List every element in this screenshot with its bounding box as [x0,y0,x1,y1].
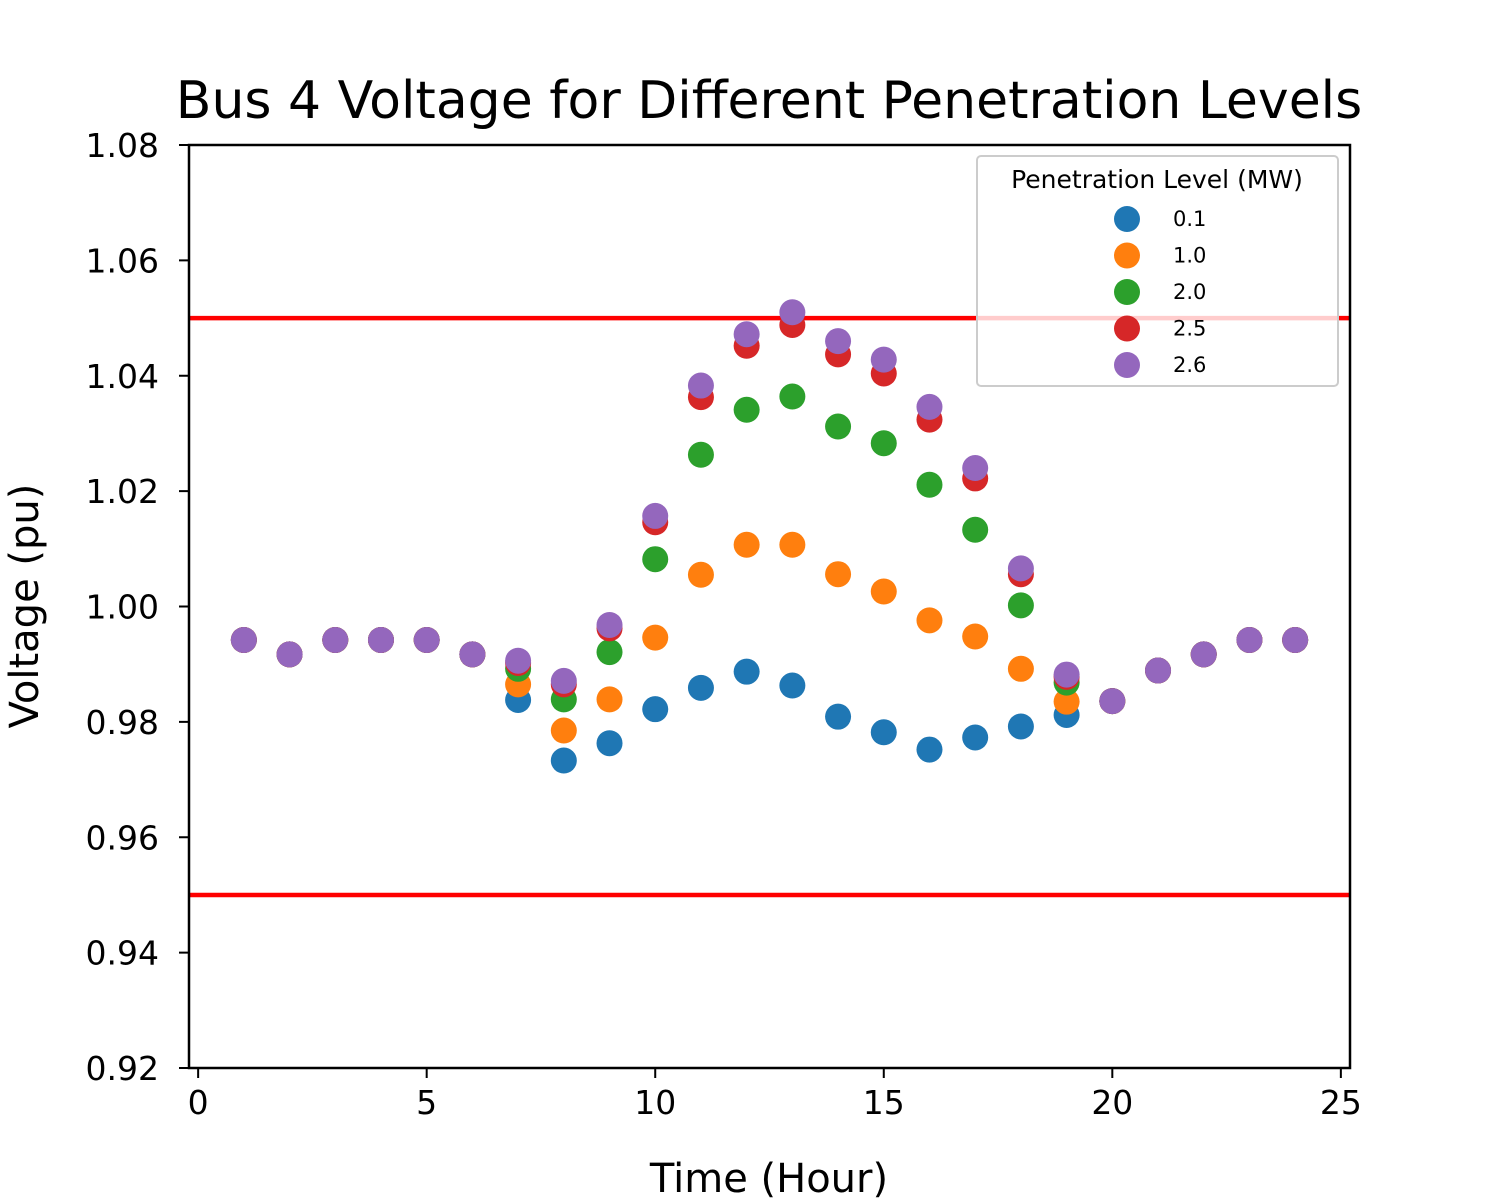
data-point-2-6-mw [276,641,303,668]
y-tick-label: 0.98 [86,703,159,742]
x-axis-label: Time (Hour) [649,1156,888,1200]
data-point-0-1-mw [870,719,897,746]
data-point-2-6-mw [505,647,532,674]
data-point-2-6-mw [870,346,897,373]
data-point-2-6-mw [459,641,486,668]
data-point-2-0-mw [733,396,760,423]
data-point-0-1-mw [916,736,943,763]
chart-title: Bus 4 Voltage for Different Penetration … [176,71,1362,131]
data-point-2-6-mw [596,611,623,638]
y-tick-label: 1.04 [86,357,159,396]
data-point-2-6-mw [413,626,440,653]
y-tick-label: 1.08 [86,126,159,165]
data-point-0-1-mw [779,672,806,699]
x-tick-label: 25 [1320,1083,1362,1122]
legend-label-2-0: 2.0 [1173,280,1206,304]
data-point-1-0-mw [642,624,669,651]
x-tick-label: 5 [416,1083,437,1122]
y-tick-label: 1.02 [86,472,159,511]
legend-title: Penetration Level (MW) [1011,165,1303,194]
data-point-1-0-mw [825,561,852,588]
data-point-2-6-mw [1007,555,1034,582]
y-tick-label: 0.94 [86,934,159,973]
data-point-2-0-mw [1007,592,1034,619]
data-point-2-0-mw [962,516,989,543]
data-point-1-0-mw [687,561,714,588]
data-point-0-1-mw [687,674,714,701]
plot-area [189,299,1350,898]
x-tick-label: 15 [863,1083,905,1122]
data-point-2-6-mw [367,626,394,653]
data-point-2-0-mw [916,471,943,498]
data-point-2-6-mw [1145,657,1172,684]
legend-marker-2-5 [1114,315,1140,342]
y-tick-label: 0.92 [86,1049,159,1088]
data-point-2-6-mw [1282,626,1309,653]
y-tick-label: 1.06 [86,241,159,280]
data-point-2-6-mw [642,502,669,529]
legend-marker-1-0 [1114,242,1140,269]
legend-frame [976,155,1339,387]
data-point-2-0-mw [870,430,897,457]
data-point-2-6-mw [962,455,989,482]
legend-marker-0-1 [1114,206,1140,232]
legend-marker-2-0 [1114,279,1140,305]
data-point-0-1-mw [825,703,852,730]
data-point-2-0-mw [642,546,669,573]
legend-marker-2-6 [1114,352,1140,378]
data-point-2-6-mw [322,626,349,653]
y-axis-label: Voltage (pu) [2,484,48,729]
data-point-1-0-mw [870,578,897,605]
data-point-1-0-mw [962,623,989,650]
y-axis: 0.92 0.94 0.96 0.98 1.00 1.02 1.04 1.06 1.08 [86,126,189,1088]
legend-label-2-5: 2.5 [1173,317,1206,341]
data-point-1-0-mw [916,607,943,634]
x-axis: 0 5 10 15 20 25 [188,1068,1362,1122]
data-point-2-6-mw [916,393,943,420]
data-point-2-6-mw [1236,626,1263,653]
x-tick-label: 10 [634,1083,676,1122]
legend-label-0-1: 0.1 [1173,207,1206,231]
data-point-2-6-mw [825,328,852,355]
x-tick-label: 20 [1091,1083,1133,1122]
legend-label-1-0: 1.0 [1173,244,1206,268]
y-tick-label: 1.00 [86,588,159,627]
data-point-0-1-mw [550,747,577,774]
y-tick-label: 0.96 [86,818,159,857]
data-point-1-0-mw [1053,688,1080,715]
data-point-0-1-mw [642,696,669,723]
data-point-2-0-mw [687,441,714,468]
data-point-0-1-mw [1007,713,1034,740]
data-point-2-6-mw [230,626,257,653]
data-point-0-1-mw [733,658,760,685]
data-point-2-6-mw [1053,661,1080,688]
data-point-0-1-mw [596,730,623,757]
data-point-2-0-mw [825,413,852,440]
data-point-2-6-mw [550,667,577,694]
data-point-2-6-mw [1099,688,1126,715]
data-point-2-6-mw [779,299,806,326]
data-point-1-0-mw [596,686,623,713]
data-point-2-0-mw [596,639,623,666]
data-point-2-6-mw [733,321,760,348]
data-point-2-0-mw [779,383,806,410]
data-point-2-6-mw [1190,641,1217,668]
data-point-1-0-mw [1007,655,1034,682]
legend-label-2-6: 2.6 [1173,353,1206,377]
x-tick-label: 0 [188,1083,209,1122]
legend: Penetration Level (MW) 0.1 1.0 2.0 2.5 2.6 [976,155,1339,387]
data-point-0-1-mw [962,724,989,751]
data-point-2-6-mw [687,372,714,399]
data-point-1-0-mw [779,531,806,558]
data-point-1-0-mw [733,531,760,558]
data-point-1-0-mw [550,717,577,744]
